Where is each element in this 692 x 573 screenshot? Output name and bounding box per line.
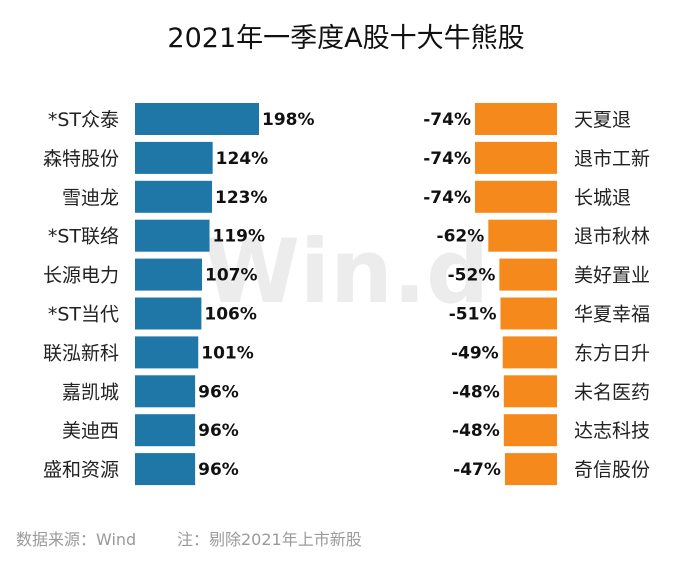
watermark: Win.d	[203, 220, 489, 323]
bull-bar	[135, 297, 202, 330]
chart-title: 2021年一季度A股十大牛熊股	[167, 23, 524, 54]
bear-bar	[500, 297, 557, 330]
bear-stock-label: 天夏退	[574, 109, 631, 131]
bull-value-label: 119%	[213, 227, 266, 247]
bear-bar	[475, 180, 557, 213]
bear-value-label: -48%	[452, 382, 500, 402]
bull-stock-label: 雪迪龙	[62, 187, 119, 209]
bull-bar	[135, 375, 196, 408]
bear-stock-label: 长城退	[574, 187, 631, 209]
bull-value-label: 96%	[198, 421, 239, 441]
bear-stocks-group: -74% 天夏退 -74% 退市工新 -74% 长城退 -62% 退市秋林 -52% 美好置业 -5…	[423, 103, 650, 486]
bull-value-label: 123%	[215, 188, 268, 208]
bear-bar	[503, 414, 557, 447]
bull-stock-label: 联泓新科	[43, 342, 119, 364]
bull-bar	[135, 453, 196, 486]
bear-stock-label: 美好置业	[574, 265, 650, 287]
bear-bar	[475, 141, 557, 174]
bear-value-label: -74%	[423, 188, 471, 208]
bear-value-label: -74%	[423, 110, 471, 130]
bull-bar	[135, 103, 259, 135]
bear-bar	[504, 453, 557, 486]
bull-bar	[135, 219, 210, 252]
bull-bar	[135, 180, 213, 213]
bull-stock-label: 盛和资源	[43, 459, 119, 481]
bull-stock-label: 嘉凯城	[62, 381, 119, 403]
bull-bar	[135, 336, 199, 369]
bear-stock-label: 达志科技	[574, 420, 650, 442]
footer-note: 注：剔除2021年上市新股	[177, 530, 362, 549]
bull-stocks-group: *ST众泰 198% 森特股份 124% 雪迪龙 123% *ST联络 119% 长源电力 107…	[43, 103, 315, 486]
bear-bar	[488, 219, 557, 252]
bull-stock-label: 森特股份	[43, 148, 119, 170]
bull-stock-label: 美迪西	[62, 420, 119, 442]
bull-value-label: 101%	[201, 343, 254, 363]
bear-stock-label: 奇信股份	[574, 459, 650, 481]
bull-bar	[135, 414, 196, 447]
bear-bar	[475, 103, 557, 135]
footer-source: 数据来源：Wind	[16, 530, 136, 549]
bull-stock-label: *ST联络	[48, 226, 119, 248]
bear-stock-label: 东方日升	[574, 342, 650, 364]
bull-value-label: 198%	[262, 110, 315, 130]
bear-stock-label: 退市工新	[574, 148, 650, 170]
bear-value-label: -48%	[452, 421, 500, 441]
bull-stock-label: *ST众泰	[48, 109, 119, 131]
bull-bar	[135, 141, 213, 174]
bear-stock-label: 退市秋林	[574, 226, 650, 248]
bull-value-label: 106%	[204, 305, 257, 325]
bear-stock-label: 华夏幸福	[574, 304, 650, 326]
bear-stock-label: 未名医药	[574, 381, 650, 403]
bear-value-label: -51%	[449, 305, 497, 325]
bear-bar	[502, 336, 557, 369]
bear-value-label: -74%	[423, 149, 471, 169]
bull-value-label: 96%	[198, 382, 239, 402]
bear-value-label: -62%	[437, 227, 485, 247]
bear-value-label: -52%	[448, 266, 496, 286]
bull-value-label: 96%	[198, 460, 239, 480]
bull-value-label: 107%	[205, 266, 258, 286]
bear-value-label: -49%	[451, 343, 499, 363]
bull-stock-label: *ST当代	[48, 304, 119, 326]
bull-bar	[135, 258, 203, 291]
bull-stock-label: 长源电力	[43, 265, 119, 287]
bear-value-label: -47%	[453, 460, 501, 480]
bear-bar	[503, 375, 557, 408]
bear-bar	[499, 258, 557, 291]
bull-value-label: 124%	[216, 149, 269, 169]
